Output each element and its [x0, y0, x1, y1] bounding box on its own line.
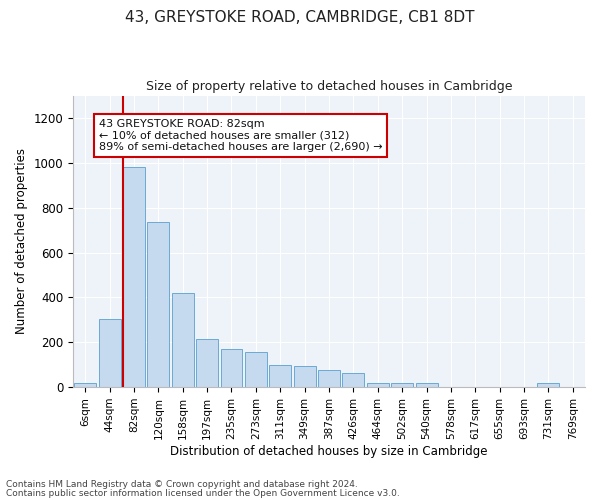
Text: 43 GREYSTOKE ROAD: 82sqm
← 10% of detached houses are smaller (312)
89% of semi-: 43 GREYSTOKE ROAD: 82sqm ← 10% of detach…: [98, 119, 382, 152]
Bar: [172, 293, 194, 387]
Bar: [148, 222, 169, 387]
Bar: [269, 364, 291, 387]
Bar: [538, 382, 559, 387]
Bar: [367, 382, 389, 387]
Bar: [98, 318, 121, 387]
Text: Contains public sector information licensed under the Open Government Licence v3: Contains public sector information licen…: [6, 489, 400, 498]
Bar: [416, 382, 437, 387]
Bar: [391, 382, 413, 387]
Title: Size of property relative to detached houses in Cambridge: Size of property relative to detached ho…: [146, 80, 512, 93]
Bar: [196, 339, 218, 387]
Bar: [293, 366, 316, 387]
Text: Contains HM Land Registry data © Crown copyright and database right 2024.: Contains HM Land Registry data © Crown c…: [6, 480, 358, 489]
Y-axis label: Number of detached properties: Number of detached properties: [15, 148, 28, 334]
Text: 43, GREYSTOKE ROAD, CAMBRIDGE, CB1 8DT: 43, GREYSTOKE ROAD, CAMBRIDGE, CB1 8DT: [125, 10, 475, 25]
Bar: [123, 168, 145, 387]
Bar: [221, 349, 242, 387]
Bar: [343, 372, 364, 387]
X-axis label: Distribution of detached houses by size in Cambridge: Distribution of detached houses by size …: [170, 444, 488, 458]
Bar: [74, 382, 96, 387]
Bar: [318, 370, 340, 387]
Bar: [245, 352, 267, 387]
